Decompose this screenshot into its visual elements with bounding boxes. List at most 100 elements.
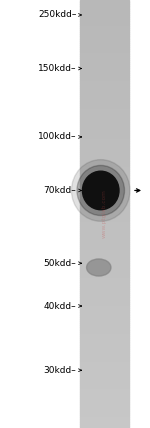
Bar [80,360,129,362]
Bar [80,133,129,135]
Bar [80,103,129,105]
Text: www.ptglab.com: www.ptglab.com [102,190,107,238]
Ellipse shape [82,171,119,210]
Bar [80,325,129,327]
Bar [80,165,129,167]
Bar [80,0,129,2]
Bar [80,377,129,379]
Bar [80,302,129,304]
Bar [80,289,129,291]
Bar [80,295,129,297]
Bar [80,255,129,257]
Bar [80,169,129,171]
Bar [80,32,129,34]
Bar [80,182,129,184]
Bar [80,62,129,64]
Bar [80,79,129,81]
Bar [80,396,129,398]
Bar [80,413,129,415]
Bar [80,139,129,141]
Bar [80,357,129,360]
Bar [80,338,129,340]
Bar [80,175,129,178]
Bar [80,317,129,319]
Bar [80,51,129,54]
Bar [80,205,129,208]
Text: 100kdd–: 100kdd– [38,132,76,142]
Bar [80,173,129,175]
Bar [80,355,129,357]
Bar [80,394,129,396]
Bar [80,86,129,88]
Bar [80,402,129,404]
Ellipse shape [87,259,111,276]
Bar [80,131,129,133]
Bar [80,120,129,122]
Bar [80,212,129,214]
Bar [80,118,129,120]
Bar [80,43,129,45]
Bar [80,250,129,253]
Bar [80,411,129,413]
Bar [80,323,129,325]
Bar [80,383,129,385]
Bar [80,308,129,310]
Bar [80,231,129,233]
Bar [80,229,129,231]
Bar [80,274,129,276]
Bar [80,124,129,126]
Bar [80,2,129,4]
Bar [80,148,129,150]
Bar [80,15,129,17]
Bar [80,71,129,73]
Bar [80,154,129,156]
Bar [80,30,129,32]
Bar [80,364,129,366]
Bar [80,306,129,308]
Bar [80,272,129,274]
Bar [80,137,129,139]
Bar [80,349,129,351]
Bar [80,98,129,101]
Bar [80,203,129,205]
Bar [80,96,129,98]
Bar [80,293,129,295]
Bar [80,9,129,11]
Bar [80,225,129,227]
Bar [80,330,129,332]
Bar [80,190,129,193]
Bar [80,300,129,302]
Bar [80,17,129,19]
Bar [80,310,129,312]
Bar [80,94,129,96]
Bar [80,351,129,353]
Bar [80,315,129,317]
Bar [80,220,129,223]
Bar [80,404,129,407]
Bar [80,113,129,116]
Bar [80,216,129,218]
Bar [80,366,129,368]
Bar [80,342,129,345]
Bar [80,45,129,47]
Bar [80,248,129,250]
Bar [80,374,129,377]
Bar [80,34,129,36]
Text: 250kdd–: 250kdd– [38,10,76,20]
Bar [80,419,129,422]
Bar [80,199,129,201]
Bar [80,392,129,394]
Bar [80,143,129,146]
Bar [80,126,129,128]
Bar [80,233,129,235]
Bar [80,321,129,323]
Bar [80,160,129,163]
Bar [80,195,129,197]
Bar [80,101,129,103]
Bar [80,244,129,246]
Bar [80,13,129,15]
Bar [80,223,129,225]
Bar [80,75,129,77]
Bar [80,152,129,154]
Bar [80,336,129,338]
